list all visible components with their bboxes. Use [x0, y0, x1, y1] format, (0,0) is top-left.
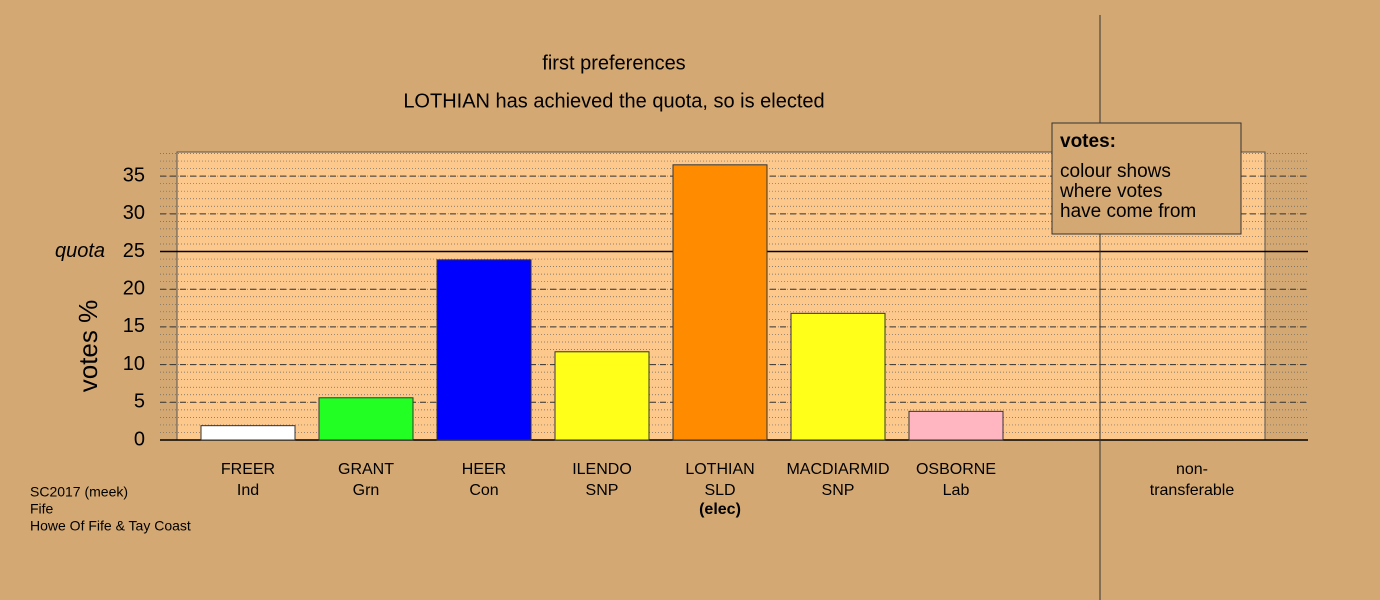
x-tick-label: non-	[1176, 461, 1208, 478]
y-tick-label: 10	[123, 353, 145, 375]
y-axis-label: votes %	[73, 300, 103, 393]
bar	[790, 312, 886, 441]
legend-text: where votes	[1059, 181, 1162, 202]
bar	[318, 397, 414, 441]
party-label: SNP	[822, 482, 855, 499]
y-tick-label: 30	[123, 202, 145, 224]
chart-title: first preferences	[542, 52, 685, 74]
footnote: Howe Of Fife & Tay Coast	[30, 518, 191, 534]
elected-note: (elec)	[699, 501, 741, 518]
y-tick-label: 35	[123, 164, 145, 186]
legend-text: have come from	[1060, 201, 1196, 222]
party-label: SLD	[704, 482, 735, 499]
party-label: SNP	[586, 482, 619, 499]
party-label: Con	[469, 482, 498, 499]
party-label: Lab	[943, 482, 970, 499]
legend-box	[1051, 122, 1242, 235]
bar	[200, 425, 296, 441]
party-label: transferable	[1150, 482, 1235, 499]
party-label: Grn	[353, 482, 380, 499]
bar	[908, 410, 1004, 441]
footnote: SC2017 (meek)	[30, 484, 128, 500]
y-tick-label: 5	[134, 391, 145, 413]
y-tick-label: 20	[123, 277, 145, 299]
x-tick-label: FREER	[221, 461, 275, 478]
x-tick-label: HEER	[462, 461, 506, 478]
x-tick-label: ILENDO	[572, 461, 632, 478]
y-tick-label: 15	[123, 315, 145, 337]
y-tick-label: 0	[134, 428, 145, 450]
bar	[554, 351, 650, 441]
y-tick-label: 25	[123, 240, 145, 262]
legend-title: votes:	[1060, 131, 1116, 152]
x-tick-label: LOTHIAN	[685, 461, 754, 478]
legend-text: colour shows	[1060, 161, 1171, 182]
chart-subtitle: LOTHIAN has achieved the quota, so is el…	[403, 90, 824, 112]
footnote: Fife	[30, 501, 54, 517]
x-tick-label: OSBORNE	[916, 461, 996, 478]
x-tick-label: MACDIARMID	[786, 461, 889, 478]
bar	[436, 259, 532, 441]
bar	[672, 164, 768, 441]
party-label: Ind	[237, 482, 259, 499]
quota-label: quota	[55, 240, 105, 262]
x-tick-label: GRANT	[338, 461, 394, 478]
